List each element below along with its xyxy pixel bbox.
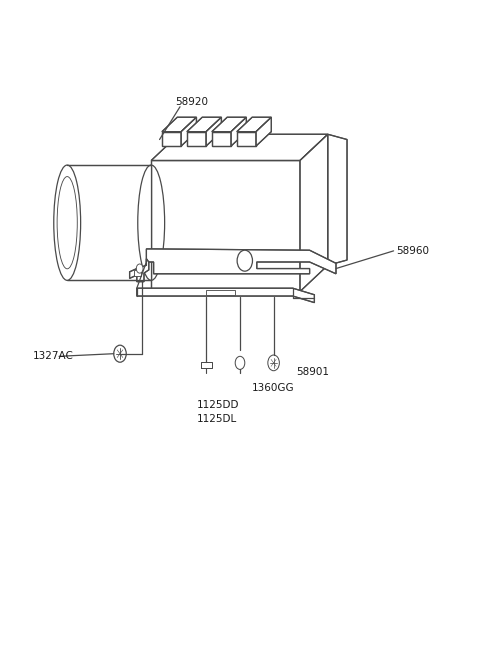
Polygon shape <box>151 160 300 291</box>
Polygon shape <box>231 117 246 146</box>
Polygon shape <box>237 117 271 132</box>
Polygon shape <box>146 249 336 274</box>
Polygon shape <box>300 134 328 291</box>
Polygon shape <box>256 117 271 146</box>
Polygon shape <box>130 259 149 282</box>
Polygon shape <box>181 117 196 146</box>
Text: 58960: 58960 <box>396 246 429 256</box>
Polygon shape <box>187 132 206 146</box>
Text: 1360GG: 1360GG <box>252 383 295 394</box>
Bar <box>134 270 141 276</box>
Ellipse shape <box>54 165 81 280</box>
Circle shape <box>237 250 252 271</box>
Polygon shape <box>67 165 151 280</box>
Bar <box>206 290 235 295</box>
Polygon shape <box>237 132 256 146</box>
Text: 58920: 58920 <box>175 96 208 107</box>
Text: 1125DD: 1125DD <box>197 400 240 411</box>
Circle shape <box>136 264 143 273</box>
Text: 1125DL: 1125DL <box>197 414 237 424</box>
Polygon shape <box>162 132 181 146</box>
Polygon shape <box>212 117 246 132</box>
Text: 1327AC: 1327AC <box>33 351 73 362</box>
Polygon shape <box>162 117 196 132</box>
Text: 58901: 58901 <box>297 367 330 377</box>
Polygon shape <box>187 117 221 132</box>
Circle shape <box>235 356 245 369</box>
Polygon shape <box>151 134 328 160</box>
Circle shape <box>114 345 126 362</box>
Polygon shape <box>137 288 314 303</box>
Circle shape <box>268 355 279 371</box>
Polygon shape <box>212 132 231 146</box>
Polygon shape <box>206 117 221 146</box>
Polygon shape <box>328 134 347 265</box>
